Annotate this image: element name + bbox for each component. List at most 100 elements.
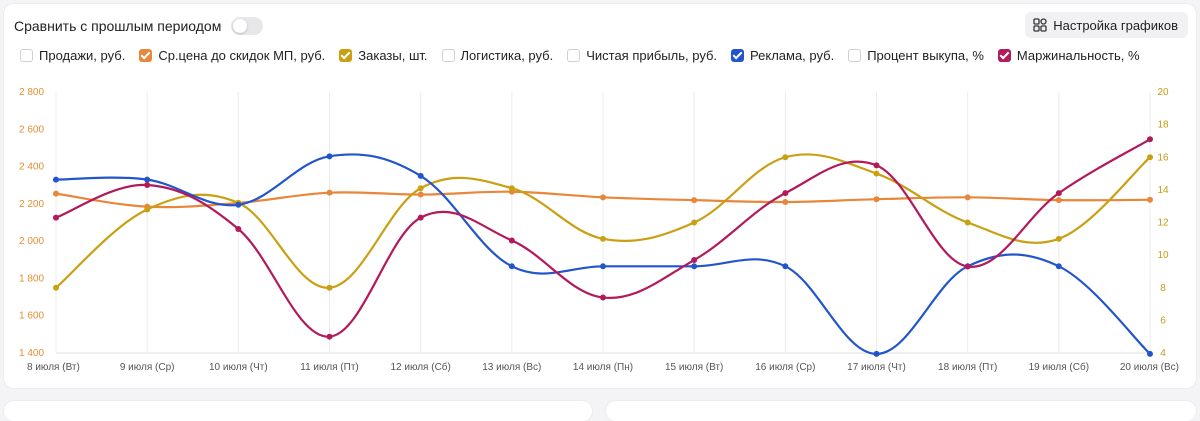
data-point xyxy=(873,196,880,203)
x-tick-label: 15 июля (Вт) xyxy=(665,362,723,373)
data-point xyxy=(508,237,515,244)
data-point xyxy=(782,263,789,270)
data-point xyxy=(508,263,515,270)
chart-settings-icon xyxy=(1033,18,1047,32)
x-tick-label: 14 июля (Пн) xyxy=(573,362,633,373)
x-tick-label: 11 июля (Пт) xyxy=(300,362,358,373)
legend-label: Заказы, шт. xyxy=(358,48,428,63)
y-left-tick-label: 2 000 xyxy=(19,236,44,247)
y-left-tick-label: 2 200 xyxy=(19,199,44,210)
data-point xyxy=(1147,196,1153,203)
legend-item[interactable]: Продажи, руб. xyxy=(20,48,125,63)
data-point xyxy=(508,185,515,192)
y-right-tick-label: 6 xyxy=(1160,315,1166,326)
checkbox-unchecked[interactable] xyxy=(441,49,455,62)
y-right-tick-label: 20 xyxy=(1157,87,1169,98)
legend-label: Процент выкупа, % xyxy=(867,48,984,63)
data-point xyxy=(144,181,151,188)
chart-toolbar: Сравнить с прошлым периодом Настройка гр… xyxy=(14,12,1190,40)
data-point xyxy=(691,219,698,226)
x-tick-label: 19 июля (Сб) xyxy=(1029,361,1089,373)
checkbox-checked[interactable] xyxy=(139,49,153,62)
legend-label: Логистика, руб. xyxy=(460,48,554,63)
x-tick-label: 10 июля (Чт) xyxy=(209,362,268,373)
y-right-tick-label: 10 xyxy=(1157,250,1169,261)
data-point xyxy=(235,201,242,208)
legend-item[interactable]: Маржинальность, % xyxy=(997,48,1140,63)
data-point xyxy=(691,263,698,270)
legend-item[interactable]: Чистая прибыль, руб. xyxy=(567,48,717,63)
data-point xyxy=(53,190,59,197)
x-tick-label: 8 июля (Вт) xyxy=(27,362,80,373)
y-right-tick-label: 14 xyxy=(1157,185,1169,196)
y-left-tick-label: 1 800 xyxy=(19,273,44,284)
compare-toggle[interactable] xyxy=(231,17,264,35)
data-point xyxy=(326,284,333,291)
data-point xyxy=(873,170,880,177)
data-point xyxy=(782,198,789,205)
y-left-tick-label: 1 600 xyxy=(19,311,44,322)
data-point xyxy=(144,176,151,183)
y-right-tick-label: 12 xyxy=(1157,218,1169,229)
data-point xyxy=(53,176,59,183)
compare-label: Сравнить с прошлым периодом xyxy=(14,18,222,34)
y-left-tick-label: 1 400 xyxy=(19,348,44,359)
data-point xyxy=(782,154,789,161)
data-point xyxy=(964,219,971,226)
data-point xyxy=(782,190,789,197)
toggle-knob xyxy=(233,19,248,33)
checkbox-checked[interactable] xyxy=(997,49,1011,62)
data-point xyxy=(1055,235,1062,242)
checkbox-checked[interactable] xyxy=(731,49,745,62)
legend-label: Ср.цена до скидок МП, руб. xyxy=(158,48,326,63)
data-point xyxy=(600,294,606,301)
chart-card xyxy=(4,4,1196,388)
data-point xyxy=(53,284,59,291)
data-point xyxy=(417,214,424,221)
checkbox-unchecked[interactable] xyxy=(20,49,33,62)
data-point xyxy=(600,235,606,242)
data-point xyxy=(417,172,424,179)
legend-label: Маржинальность, % xyxy=(1016,48,1140,63)
x-tick-label: 17 июля (Чт) xyxy=(847,362,906,373)
data-point xyxy=(326,153,333,160)
data-point xyxy=(1147,154,1153,161)
data-point xyxy=(326,189,333,196)
data-point xyxy=(600,194,606,201)
line-chart: 1 400 1 600 1 800 2 000 2 200 2 400 2 600 2 800… xyxy=(19,87,1179,373)
chart-settings-label: Настройка графиков xyxy=(1053,17,1178,33)
x-tick-label: 13 июля (Вс) xyxy=(482,362,541,373)
data-point xyxy=(1055,197,1062,204)
y-right-tick-label: 18 xyxy=(1157,120,1169,131)
y-right-tick-label: 16 xyxy=(1157,152,1169,163)
checkbox-unchecked[interactable] xyxy=(848,49,862,62)
checkbox-unchecked[interactable] xyxy=(567,49,581,62)
x-tick-label: 16 июля (Ср) xyxy=(755,362,815,373)
legend-item[interactable]: Логистика, руб. xyxy=(441,48,554,63)
legend-item[interactable]: Реклама, руб. xyxy=(731,48,834,63)
legend-item[interactable]: Заказы, шт. xyxy=(339,48,428,63)
data-point xyxy=(326,333,333,340)
data-point xyxy=(1147,350,1153,357)
data-point xyxy=(53,214,59,221)
y-left-tick-label: 2 600 xyxy=(19,124,44,135)
x-tick-label: 9 июля (Ср) xyxy=(120,362,175,373)
legend-label: Реклама, руб. xyxy=(750,48,835,63)
x-tick-label: 20 июля (Вс) xyxy=(1120,362,1179,373)
data-point xyxy=(417,191,424,198)
y-left-tick-label: 2 800 xyxy=(19,87,44,98)
y-right-tick-label: 8 xyxy=(1160,283,1166,294)
chart-settings-button[interactable]: Настройка графиков xyxy=(1025,12,1188,38)
legend-label: Чистая прибыль, руб. xyxy=(586,48,718,63)
data-point xyxy=(600,263,606,270)
y-right-tick-label: 4 xyxy=(1160,348,1166,359)
data-point xyxy=(964,194,971,201)
checkbox-checked[interactable] xyxy=(339,49,353,62)
data-point xyxy=(873,162,880,169)
legend-label: Продажи, руб. xyxy=(39,48,126,63)
data-point xyxy=(1147,136,1153,143)
data-point xyxy=(1055,190,1062,197)
legend-item[interactable]: Процент выкупа, % xyxy=(848,48,984,63)
y-left-tick-label: 2 400 xyxy=(19,162,44,173)
legend-item[interactable]: Ср.цена до скидок МП, руб. xyxy=(139,48,325,63)
